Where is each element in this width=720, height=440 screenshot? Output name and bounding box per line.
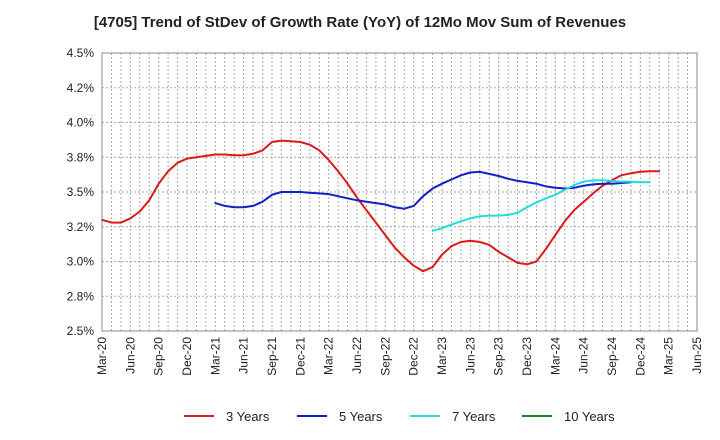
x-tick-label: Dec-20 — [180, 337, 194, 376]
x-tick-label: Dec-21 — [293, 337, 307, 376]
legend-item-7-years: 7 Years — [410, 406, 495, 426]
legend: 3 Years 5 Years 7 Years 10 Years — [0, 406, 720, 426]
series-line-5-years — [214, 170, 632, 210]
x-tick-label: Dec-22 — [407, 337, 421, 376]
y-tick-label: 2.8% — [67, 289, 95, 303]
x-tick-label: Mar-24 — [548, 337, 562, 375]
y-tick-label: 4.0% — [67, 116, 95, 130]
y-tick-label: 3.2% — [67, 220, 95, 234]
x-tick-label: Dec-23 — [520, 337, 534, 376]
tick-layer: 4.5%4.2%4.0%3.8%3.5%3.2%3.0%2.8%2.5%Mar-… — [67, 46, 704, 376]
series-layer — [101, 139, 661, 273]
legend-swatch-5-years — [297, 415, 327, 417]
y-tick-label: 4.5% — [67, 46, 95, 60]
x-tick-label: Mar-22 — [322, 337, 336, 375]
x-tick-label: Jun-21 — [237, 337, 251, 374]
x-tick-label: Jun-25 — [690, 337, 704, 374]
legend-label-10-years: 10 Years — [564, 408, 615, 424]
x-tick-label: Mar-20 — [95, 337, 109, 375]
x-tick-label: Sep-22 — [378, 337, 392, 376]
x-tick-label: Mar-25 — [662, 337, 676, 375]
chart-title: [4705] Trend of StDev of Growth Rate (Yo… — [93, 14, 627, 31]
y-tick-label: 3.0% — [67, 255, 95, 269]
legend-item-10-years: 10 Years — [522, 406, 615, 426]
x-tick-label: Jun-23 — [463, 337, 477, 374]
x-tick-label: Jun-22 — [350, 337, 364, 374]
x-tick-label: Sep-20 — [152, 337, 166, 376]
x-tick-label: Jun-24 — [577, 337, 591, 374]
x-tick-label: Mar-21 — [208, 337, 222, 375]
series-line-3-years — [101, 139, 661, 273]
legend-label-3-years: 3 Years — [226, 408, 270, 424]
x-tick-label: Dec-24 — [633, 337, 647, 376]
series-line-7-years — [431, 179, 651, 232]
x-tick-label: Sep-23 — [492, 337, 506, 376]
x-tick-label: Sep-21 — [265, 337, 279, 376]
legend-item-3-years: 3 Years — [184, 406, 269, 426]
y-tick-label: 2.5% — [67, 324, 95, 338]
legend-label-5-years: 5 Years — [339, 408, 383, 424]
grid-layer — [102, 53, 697, 331]
x-tick-label: Jun-20 — [123, 337, 137, 374]
x-tick-label: Sep-24 — [605, 337, 619, 376]
legend-swatch-3-years — [184, 415, 214, 417]
x-tick-label: Mar-23 — [435, 337, 449, 375]
y-tick-label: 3.8% — [67, 150, 95, 164]
legend-swatch-7-years — [410, 415, 440, 417]
y-tick-label: 3.5% — [67, 185, 95, 199]
plot-frame — [101, 52, 698, 332]
legend-label-7-years: 7 Years — [452, 408, 496, 424]
legend-swatch-10-years — [522, 415, 552, 417]
y-tick-label: 4.2% — [67, 81, 95, 95]
legend-item-5-years: 5 Years — [297, 406, 382, 426]
